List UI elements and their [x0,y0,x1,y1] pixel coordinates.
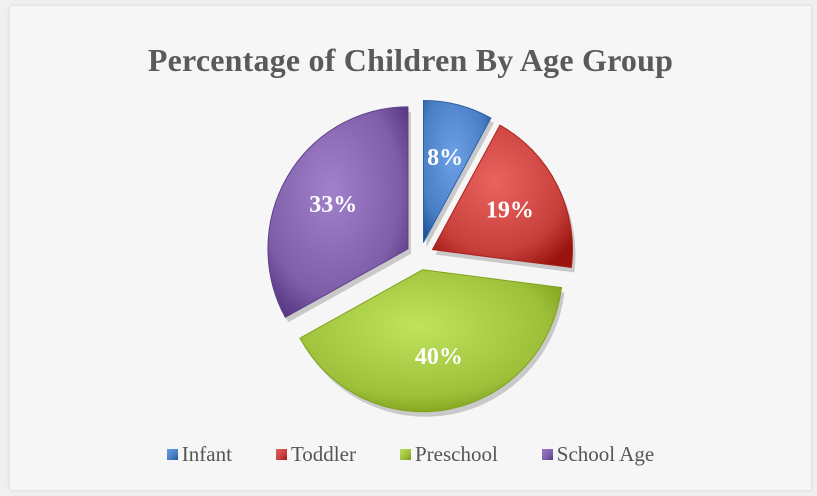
data-label-preschool: 40% [415,344,463,370]
legend-swatch [166,449,178,460]
legend-item-infant: Infant [166,442,232,467]
pie-slice-toddler [431,124,573,269]
legend-swatch [275,449,287,460]
legend-swatch [399,449,411,460]
legend-swatch [541,449,553,460]
legend-label: Toddler [290,442,356,466]
pie-slice-infant [422,99,492,243]
pie-slice-school-age [267,106,409,318]
legend: Infant Toddler Preschool School Age [10,442,811,467]
chart-area: Percentage of Children By Age Group 8% 19… [10,6,811,490]
pie-slice-preschool [299,269,563,413]
legend-label: School Age [556,442,655,466]
legend-item-toddler: Toddler [275,442,356,467]
legend-item-preschool: Preschool [399,442,498,467]
data-label-toddler: 19% [486,198,534,224]
chart-title: Percentage of Children By Age Group [147,42,674,78]
legend-label: Preschool [414,442,498,466]
legend-item-school-age: School Age [541,442,655,467]
pie-chart: 8% 19% 40% 33% [267,99,576,417]
legend-label: Infant [181,442,232,466]
data-label-school-age: 33% [309,192,357,218]
data-label-infant: 8% [427,145,463,171]
